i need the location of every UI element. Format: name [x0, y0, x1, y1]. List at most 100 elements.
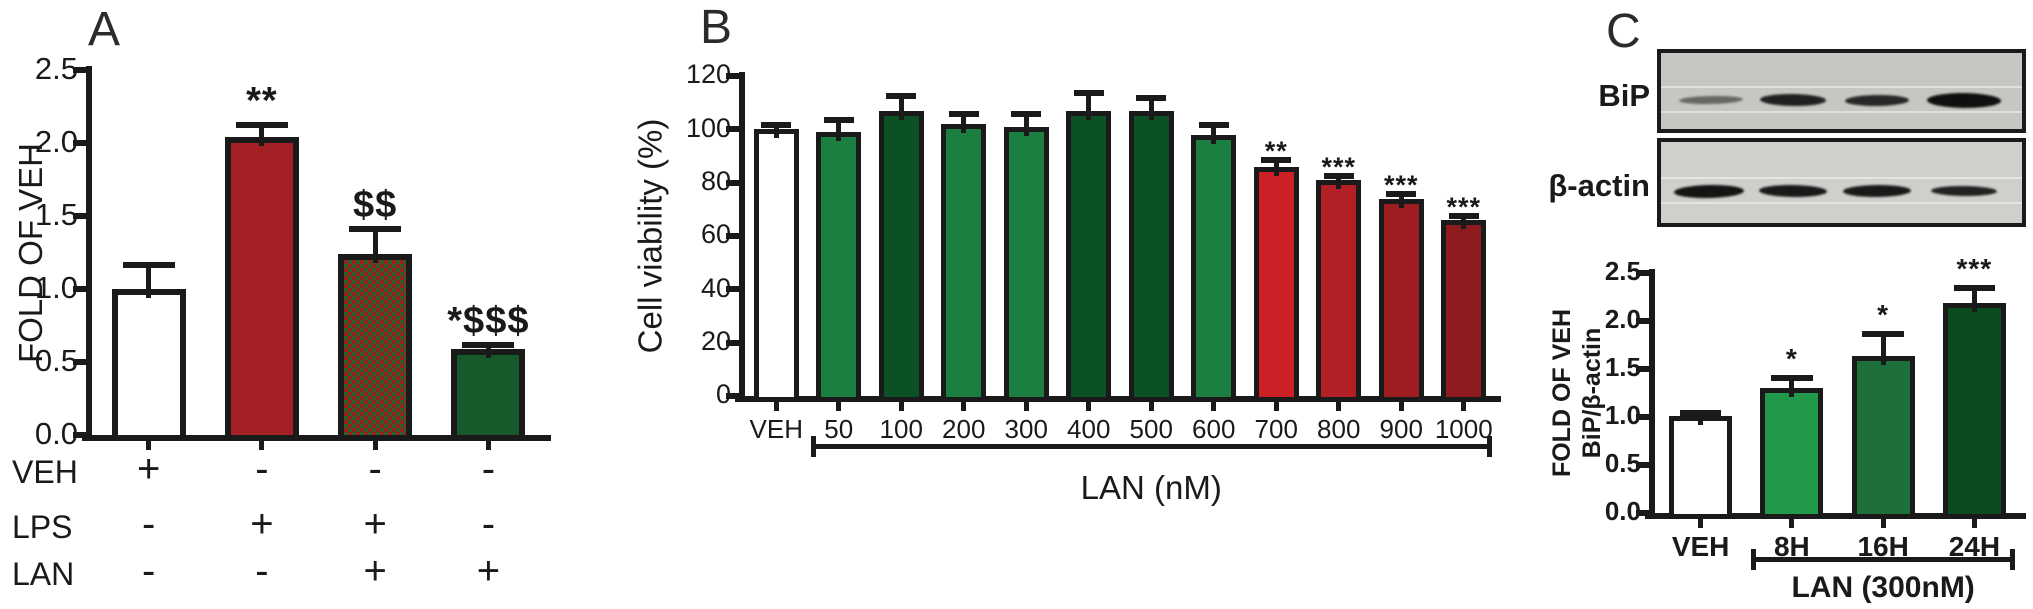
x-axis-line — [1645, 513, 2026, 519]
x-tick — [1148, 402, 1154, 411]
x-label: 800 — [1317, 414, 1361, 444]
y-tick-label: 1.0 — [1604, 399, 1641, 430]
x-label: 1000 — [1434, 414, 1493, 444]
sig-label: $$ — [352, 183, 398, 226]
y-tick-label: 2.0 — [34, 123, 78, 159]
x-label: 900 — [1379, 414, 1423, 444]
error-bar-stem — [1086, 92, 1092, 120]
protein-band — [1759, 93, 1827, 107]
error-bar-cap — [122, 262, 175, 269]
y-tick-label: 1.0 — [34, 269, 78, 305]
condition-cell: + — [363, 549, 387, 593]
bar-LAN — [451, 348, 526, 441]
x-tick — [836, 402, 842, 411]
error-bar-cap — [1953, 285, 1996, 292]
y-tick — [1636, 510, 1649, 516]
bar-300 — [1003, 126, 1049, 402]
y-tick-label: 2.5 — [34, 50, 78, 86]
error-bar-cap — [1386, 191, 1417, 198]
y-axis-line — [1649, 269, 1655, 519]
protein-band — [1844, 94, 1910, 106]
error-bar-cap — [1261, 156, 1292, 163]
error-bar-stem — [1211, 124, 1217, 144]
y-tick-label: 100 — [685, 112, 731, 143]
condition-cell: - — [255, 549, 269, 593]
y-tick — [1636, 318, 1649, 324]
x-label: 16H — [1857, 531, 1909, 562]
x-tick — [1211, 402, 1217, 411]
y-tick-label: 0.5 — [34, 342, 78, 378]
condition-cell: - — [141, 502, 156, 546]
x-label: 24H — [1948, 531, 2001, 562]
y-tick — [1636, 270, 1649, 276]
error-bar-stem — [1461, 214, 1467, 229]
error-bar-cap — [1862, 330, 1904, 337]
y-tick-label: 120 — [685, 59, 731, 90]
x-tick — [961, 402, 967, 411]
blot-row-label-beta-actin: β-actin — [1548, 168, 1650, 203]
protein-band — [1926, 92, 2002, 108]
condition-cell: + — [136, 447, 161, 491]
y-tick — [726, 73, 739, 79]
y-tick-label: 40 — [700, 272, 731, 303]
error-bar-stem — [146, 264, 152, 298]
x-label: 50 — [824, 414, 854, 444]
y-tick-label: 0.0 — [34, 415, 78, 451]
y-axis-line — [739, 72, 745, 402]
x-label: 8H — [1773, 531, 1810, 562]
x-label: 600 — [1192, 414, 1236, 444]
sig-label: *** — [1446, 191, 1482, 222]
x-axis-line — [735, 396, 1501, 402]
bracket-right-cap — [1486, 436, 1492, 457]
panel-b-label: B — [700, 1, 733, 54]
y-tick — [1636, 462, 1649, 468]
error-bar-cap — [1073, 90, 1104, 96]
condition-cell: - — [481, 447, 496, 491]
error-bar-stem — [372, 227, 378, 263]
scan-line — [1661, 202, 2022, 204]
bar-VEH — [111, 289, 186, 441]
y-tick — [73, 359, 86, 365]
x-tick — [1789, 519, 1795, 528]
protein-band — [1758, 184, 1828, 198]
error-bar-stem — [961, 113, 967, 133]
x-label: VEH — [749, 414, 803, 444]
x-tick — [1023, 402, 1029, 411]
error-bar-cap — [1448, 212, 1479, 219]
bar-LPS — [224, 137, 299, 441]
y-tick-label: 1.5 — [34, 196, 78, 232]
error-bar-stem — [836, 118, 842, 141]
bar-800 — [1316, 180, 1362, 402]
sig-label: ** — [246, 80, 278, 123]
condition-row-label: LPS — [12, 509, 73, 545]
error-bar-stem — [1336, 174, 1342, 189]
error-bar-stem — [1023, 113, 1029, 136]
bar-VEH — [753, 129, 799, 402]
protein-band — [1842, 184, 1912, 198]
error-bar-stem — [1789, 376, 1795, 398]
error-bar-cap — [1198, 122, 1229, 128]
panel-b-chart: 0 20 40 60 80 100 120 VEH 50 100 200 300 400 500 600 **… — [686, 59, 1501, 506]
error-bar-cap — [1011, 111, 1042, 118]
sig-label: * — [1785, 342, 1798, 374]
y-tick — [726, 286, 739, 293]
x-tick — [1086, 402, 1092, 411]
bar-VEH — [1669, 416, 1733, 519]
y-tick-label: 0.5 — [1604, 447, 1641, 478]
x-label: 500 — [1129, 414, 1173, 444]
bar-24H — [1942, 302, 2006, 519]
error-bar-stem — [1398, 193, 1404, 208]
condition-cell: - — [141, 549, 156, 593]
x-label: 200 — [942, 414, 986, 444]
x-tick — [1971, 519, 1977, 528]
error-bar-cap — [823, 116, 854, 123]
bracket-left-cap — [810, 436, 816, 457]
sig-label: *$$$ — [447, 300, 530, 343]
y-tick-label: 60 — [700, 219, 731, 250]
x-tick — [1398, 402, 1404, 411]
error-bar-stem — [1880, 332, 1886, 365]
y-tick-label: 20 — [700, 325, 731, 356]
x-tick — [485, 441, 491, 450]
